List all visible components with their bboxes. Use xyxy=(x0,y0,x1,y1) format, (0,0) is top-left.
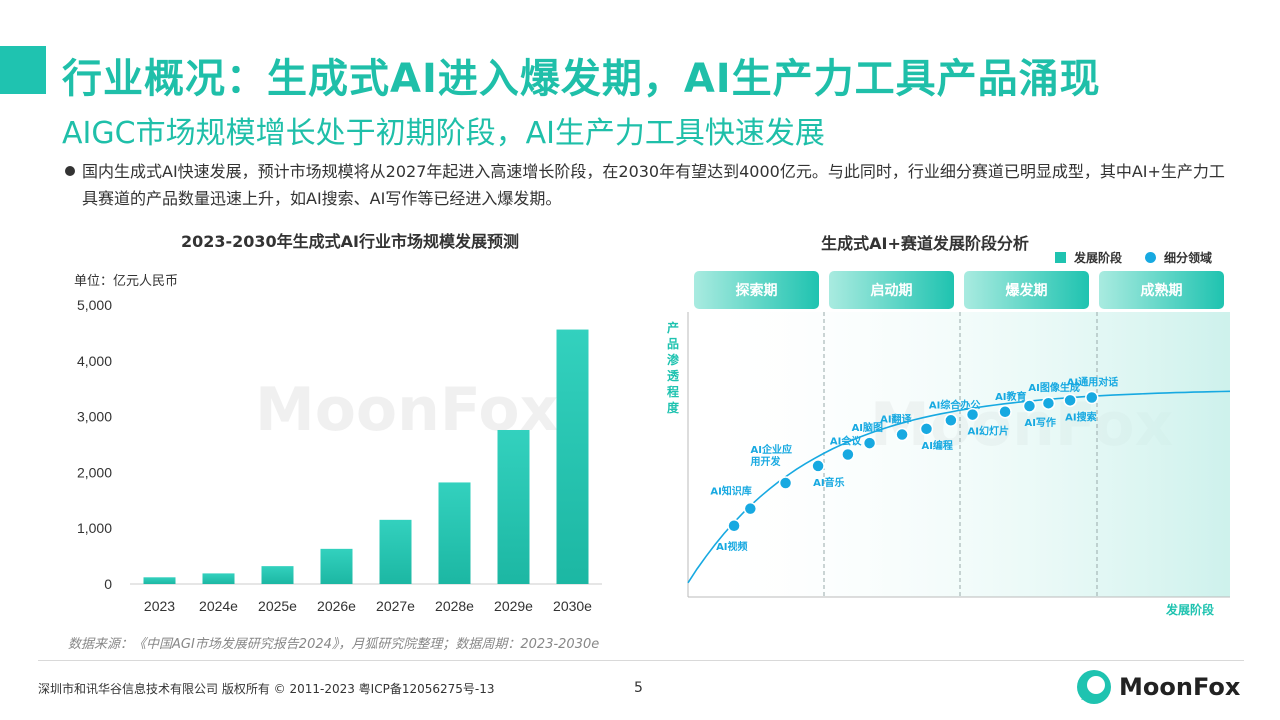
legend-domain-label: 细分领域 xyxy=(1164,251,1213,265)
y-axis-label: 透 xyxy=(667,369,680,383)
x-tick-label: 2023 xyxy=(144,598,175,614)
bar xyxy=(202,573,235,584)
x-tick-label: 2026e xyxy=(317,598,356,614)
domain-label: AI企业应 xyxy=(751,443,792,456)
moonfox-logo-icon xyxy=(1077,670,1111,704)
title-accent-bar xyxy=(0,46,46,94)
domain-point xyxy=(862,436,877,450)
y-axis-label: 程 xyxy=(667,384,679,399)
y-tick-label: 5,000 xyxy=(77,297,112,313)
domain-point xyxy=(727,519,741,533)
page-title: 行业概况：生成式AI进入爆发期，AI生产力工具产品涌现 xyxy=(62,56,1101,102)
y-tick-label: 1,000 xyxy=(77,520,112,536)
legend-circle-icon xyxy=(1145,252,1156,263)
domain-point xyxy=(1022,399,1037,413)
bar xyxy=(143,577,176,584)
stage-launch: 启动期 xyxy=(829,271,954,309)
bullet-text: 国内生成式AI快速发展，预计市场规模将从2027年起进入高速增长阶段，在2030… xyxy=(82,162,1225,208)
bar xyxy=(261,566,294,584)
domain-label: AI会议 xyxy=(830,435,862,448)
growth-curve xyxy=(687,390,1231,584)
bar xyxy=(497,429,530,584)
legend-domain: 细分领域 xyxy=(1145,249,1212,266)
domain-label: AI视频 xyxy=(716,540,747,553)
y-tick-label: 4,000 xyxy=(77,353,112,369)
domain-label: AI知识库 xyxy=(710,485,751,498)
domain-label: AI搜索 xyxy=(1065,410,1096,423)
domain-point xyxy=(1041,396,1056,410)
domain-label: AI教育 xyxy=(995,390,1026,403)
domain-point xyxy=(1063,393,1077,408)
stage-boom: 爆发期 xyxy=(964,271,1089,309)
domain-point xyxy=(998,405,1012,419)
y-axis-label: 渗 xyxy=(667,352,680,367)
stage-explore: 探索期 xyxy=(694,271,819,309)
x-tick-label: 2029e xyxy=(494,598,533,614)
domain-point xyxy=(1085,390,1099,405)
legend-stage-label: 发展阶段 xyxy=(1074,251,1123,265)
domain-label: 用开发 xyxy=(750,455,782,468)
x-tick-label: 2030e xyxy=(553,598,592,614)
domain-point xyxy=(841,447,855,462)
domain-label: AI综合办公 xyxy=(929,398,980,411)
bullet-dot xyxy=(65,166,75,176)
footer-divider xyxy=(38,660,1244,661)
plot-area xyxy=(688,312,1230,597)
domain-point xyxy=(778,476,793,490)
domain-point xyxy=(919,422,934,436)
domain-label: AI写作 xyxy=(1024,416,1055,429)
page-number: 5 xyxy=(634,680,643,696)
brand-name: MoonFox xyxy=(1119,673,1241,701)
x-tick-label: 2025e xyxy=(258,598,297,614)
y-tick-label: 3,000 xyxy=(77,409,112,425)
brand-logo: MoonFox xyxy=(1075,668,1240,706)
x-tick-label: 2027e xyxy=(376,598,415,614)
y-tick-label: 0 xyxy=(104,576,112,592)
domain-label: AI编程 xyxy=(921,439,952,452)
domain-label: AI通用对话 xyxy=(1067,376,1118,389)
bar xyxy=(379,519,412,584)
y-axis-label: 度 xyxy=(667,400,680,415)
bar xyxy=(320,548,353,584)
stage-chart-title: 生成式AI+赛道发展阶段分析 xyxy=(821,234,1029,253)
x-tick-label: 2028e xyxy=(435,598,474,614)
domain-point xyxy=(743,501,758,516)
domain-label: AI幻灯片 xyxy=(968,425,1009,438)
domain-label: AI脑图 xyxy=(852,421,883,434)
x-tick-label: 2024e xyxy=(199,598,238,614)
legend-square-icon xyxy=(1055,252,1066,263)
y-axis-label: 品 xyxy=(667,337,679,351)
bar xyxy=(438,482,471,584)
bar-chart-title: 2023-2030年生成式AI行业市场规模发展预测 xyxy=(180,232,520,251)
bar xyxy=(556,329,589,584)
bar-chart-unit: 单位：亿元人民币 xyxy=(74,274,179,289)
domain-label: AI翻译 xyxy=(880,413,912,426)
domain-label: AI图像生成 xyxy=(1028,381,1079,394)
domain-label: AI音乐 xyxy=(813,476,844,489)
domain-point xyxy=(811,459,825,473)
y-tick-label: 2,000 xyxy=(77,464,112,480)
y-axis-label: 产 xyxy=(667,320,679,335)
data-source-note: 数据来源：《中国AGI市场发展研究报告2024》，月狐研究院整理；数据周期：20… xyxy=(68,637,600,652)
page-subtitle: AIGC市场规模增长处于初期阶段，AI生产力工具快速发展 xyxy=(62,116,825,151)
footer-copyright: 深圳市和讯华谷信息技术有限公司 版权所有 © 2011-2023 粤ICP备12… xyxy=(38,682,495,696)
domain-point xyxy=(944,413,958,428)
domain-point xyxy=(965,407,980,422)
x-axis-label: 发展阶段 xyxy=(1165,602,1215,617)
legend-stage: 发展阶段 xyxy=(1055,249,1122,266)
domain-point xyxy=(895,427,909,442)
stage-mature: 成熟期 xyxy=(1099,271,1224,309)
